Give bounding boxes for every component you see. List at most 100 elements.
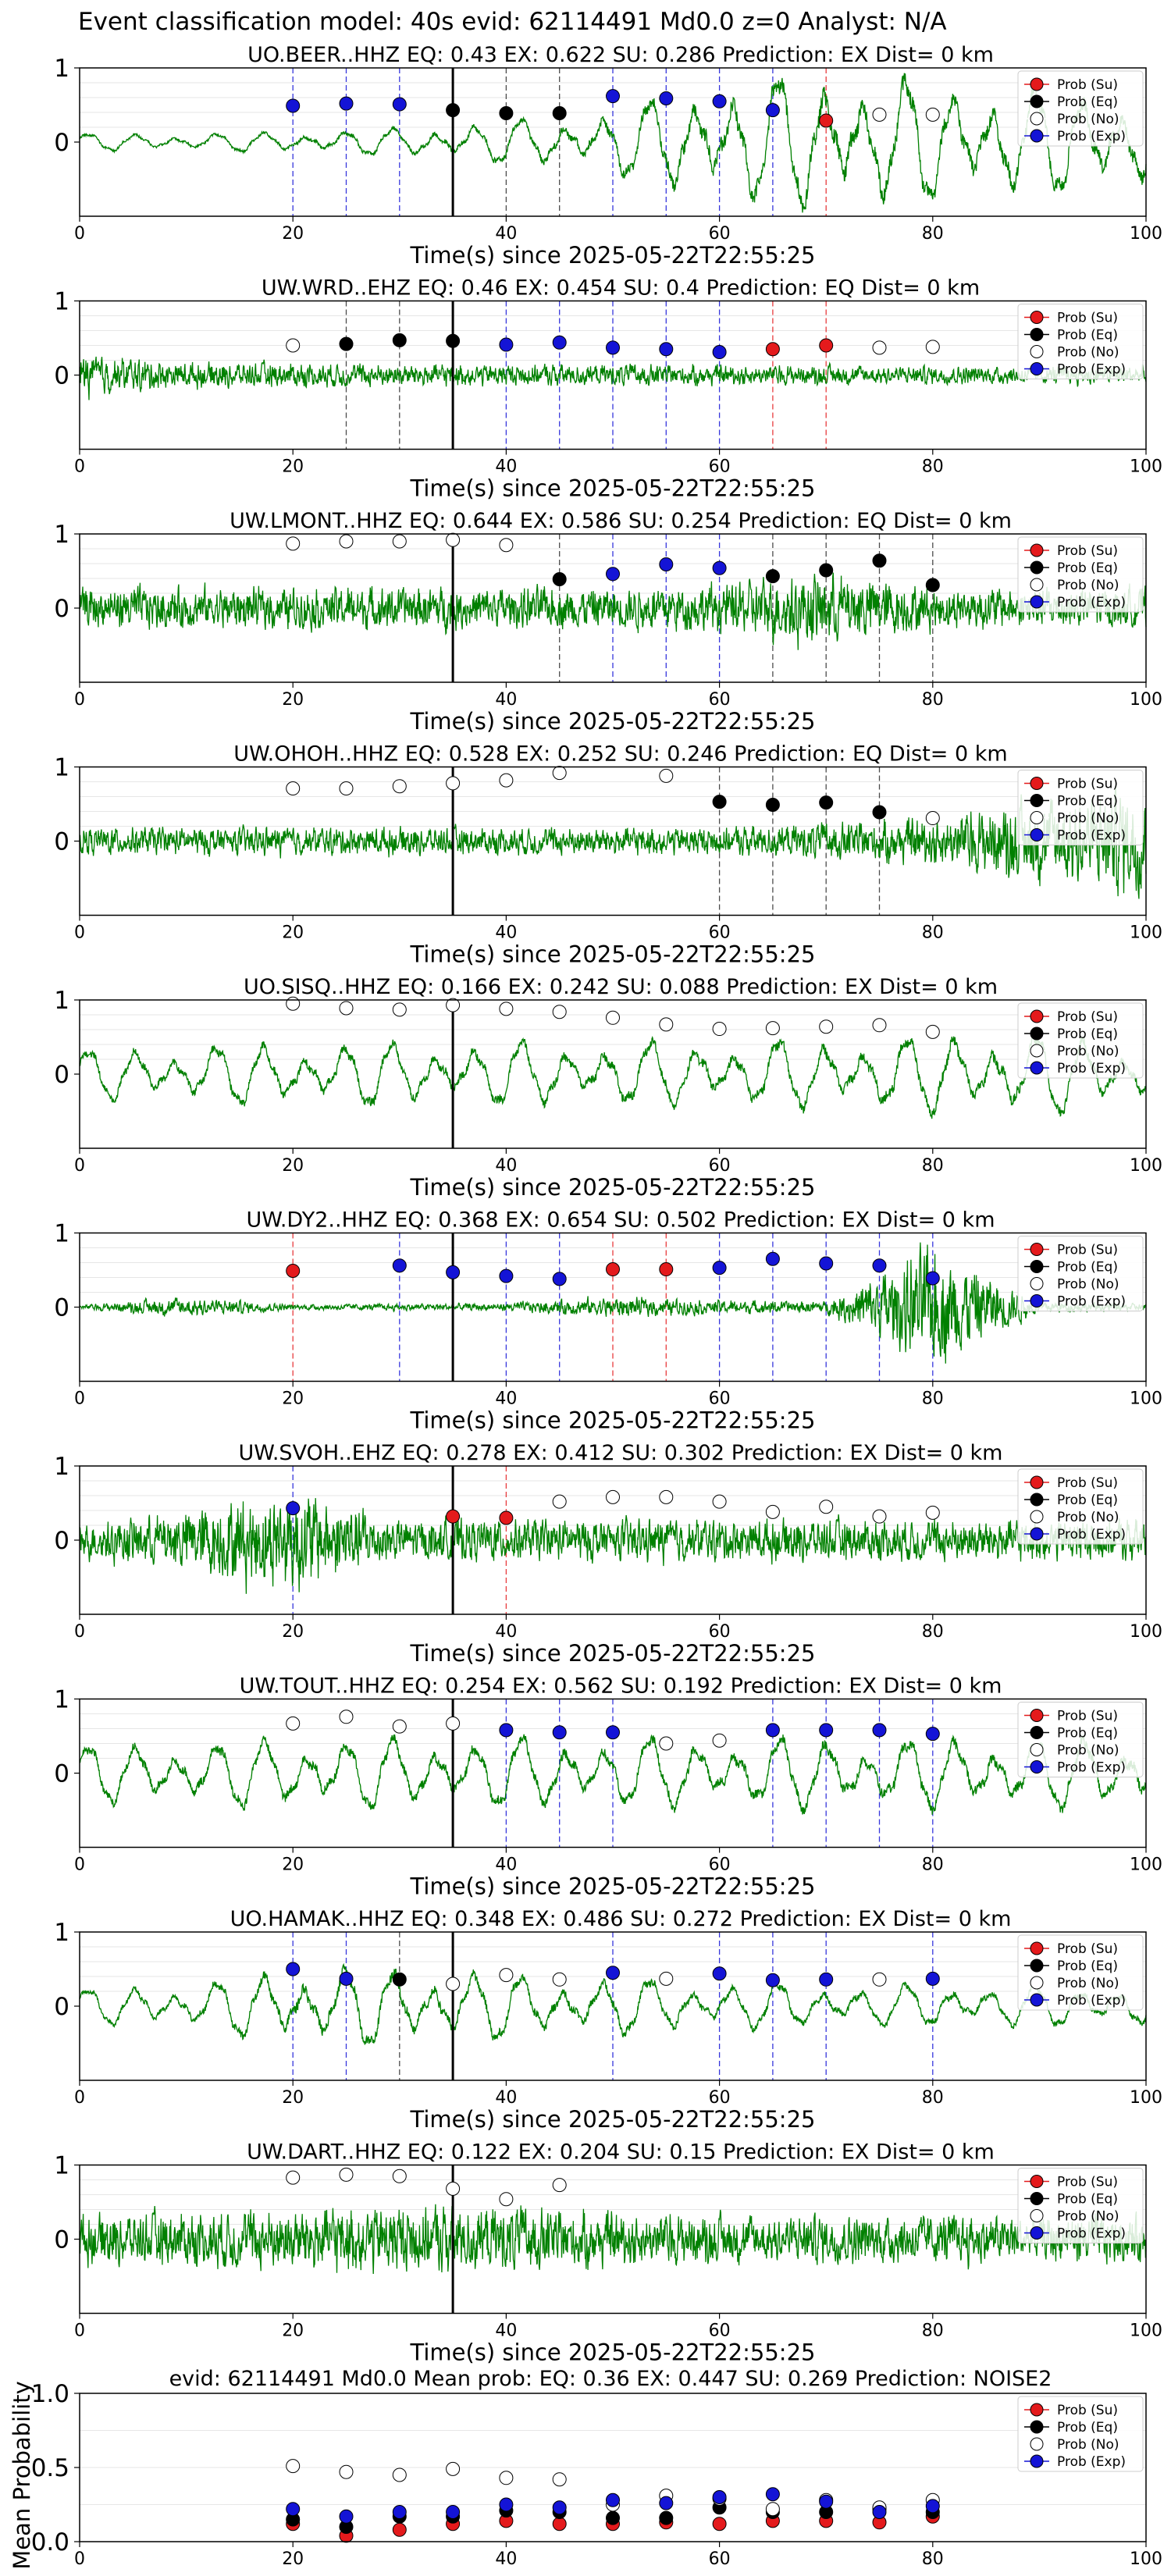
prob-point-no (339, 1710, 354, 1724)
waveform-trace (79, 1498, 1147, 1594)
legend-label-su: Prob (Su) (1057, 311, 1118, 326)
x-tick-label: 60 (709, 1389, 731, 1409)
legend-label-eq: Prob (Eq) (1057, 328, 1118, 343)
x-tick-label: 60 (709, 2088, 731, 2108)
x-tick-label: 60 (709, 1622, 731, 1642)
legend-marker-no (1030, 2437, 1044, 2451)
x-tick-label: 80 (922, 1856, 944, 1875)
prob-point-no (499, 2192, 514, 2207)
x-tick-label: 100 (1130, 2549, 1162, 2569)
prob-point-no (606, 1010, 620, 1025)
station-panel: UW.SVOH..EHZ EQ: 0.278 EX: 0.412 SU: 0.3… (54, 1441, 1162, 1667)
legend-marker-eq (1030, 1026, 1044, 1041)
prob-point-no (659, 1017, 674, 1032)
legend-marker-su (1030, 2403, 1044, 2417)
legend-marker-no (1030, 2209, 1044, 2222)
prob-point-no (819, 1019, 834, 1034)
y-tick-label: 0 (54, 1527, 69, 1555)
x-tick-label: 100 (1130, 690, 1162, 710)
legend-entry-eq: Prob (Eq) (1024, 2420, 1118, 2435)
legend-label-exp: Prob (Exp) (1057, 1760, 1126, 1776)
y-tick-label: 1 (54, 55, 69, 83)
legend-entry-eq: Prob (Eq) (1024, 2192, 1118, 2208)
legend: Prob (Su)Prob (Eq)Prob (No)Prob (Exp) (1017, 2168, 1144, 2243)
prob-point-exp (392, 1258, 407, 1273)
legend-frame (1017, 1002, 1144, 1079)
prob-point-su (499, 1510, 514, 1525)
prob-point-exp (872, 1258, 887, 1273)
prob-point-su (446, 1509, 461, 1524)
panel-title: UW.TOUT..HHZ EQ: 0.254 EX: 0.562 SU: 0.1… (240, 1674, 1002, 1699)
mean-point-eq (659, 2510, 674, 2525)
legend: Prob (Su)Prob (Eq)Prob (No)Prob (Exp) (1017, 2396, 1144, 2472)
prob-point-no (286, 2170, 301, 2185)
mean-probability-panel: evid: 62114491 Md0.0 Mean prob: EQ: 0.36… (9, 2367, 1162, 2570)
legend-marker-su (1030, 1009, 1044, 1023)
prob-point-no (925, 811, 940, 826)
mean-point-no (765, 2502, 780, 2517)
prob-point-exp (286, 1962, 301, 1976)
prob-point-exp (712, 1966, 727, 1981)
legend-entry-exp: Prob (Exp) (1024, 1527, 1126, 1542)
legend-label-exp: Prob (Exp) (1057, 2226, 1126, 2242)
x-tick-label: 80 (922, 1622, 944, 1642)
x-axis-label: Time(s) since 2025-05-22T22:55:25 (410, 941, 816, 968)
prob-point-exp (286, 98, 301, 113)
y-axis-label: Mean Probability (9, 2381, 35, 2570)
prob-point-no (765, 1021, 780, 1036)
waveform-trace (79, 1962, 1147, 2045)
prob-point-no (446, 532, 461, 547)
legend-entry-eq: Prob (Eq) (1024, 328, 1118, 343)
prob-point-no (392, 779, 407, 794)
prob-point-exp (659, 91, 674, 105)
waveform-trace (79, 1734, 1147, 1815)
prob-point-no (552, 766, 567, 781)
y-tick-label: 1 (54, 521, 69, 549)
y-tick-label: 0 (54, 1993, 69, 2021)
panel-title: UO.HAMAK..HHZ EQ: 0.348 EX: 0.486 SU: 0.… (230, 1907, 1012, 1931)
x-tick-label: 80 (922, 1389, 944, 1409)
prob-point-exp (872, 1723, 887, 1738)
prob-point-no (499, 1968, 514, 1983)
legend-frame (1017, 1702, 1144, 1777)
prob-point-eq (552, 105, 567, 120)
x-axis-label: Time(s) since 2025-05-22T22:55:25 (410, 708, 816, 735)
legend-marker-exp (1030, 129, 1044, 143)
x-tick-label: 40 (495, 224, 517, 244)
prob-point-exp (606, 1725, 620, 1740)
y-tick-label: 1 (54, 1919, 69, 1947)
legend-entry-exp: Prob (Exp) (1024, 129, 1126, 144)
x-tick-label: 20 (282, 2088, 304, 2108)
legend-label-exp: Prob (Exp) (1057, 1061, 1126, 1076)
legend-entry-su: Prob (Su) (1024, 311, 1118, 326)
legend-label-su: Prob (Su) (1057, 2175, 1118, 2190)
prob-point-su (286, 1263, 301, 1278)
mean-point-exp (819, 2494, 834, 2509)
legend-marker-no (1030, 112, 1044, 126)
prob-point-exp (765, 1251, 780, 1266)
x-tick-label: 100 (1130, 224, 1162, 244)
legend-marker-no (1030, 1277, 1044, 1290)
mean-point-no (286, 2459, 301, 2474)
legend-entry-no: Prob (No) (1024, 811, 1119, 827)
prob-point-no (925, 1505, 940, 1520)
x-tick-label: 60 (709, 2549, 731, 2569)
prob-point-exp (819, 1256, 834, 1271)
x-tick-label: 40 (495, 2549, 517, 2569)
legend-label-eq: Prob (Eq) (1057, 2420, 1118, 2435)
prob-point-no (446, 1716, 461, 1731)
mean-point-no (499, 2471, 514, 2485)
y-tick-label: 0 (54, 2226, 69, 2254)
prob-point-no (819, 1500, 834, 1514)
prob-point-no (499, 1002, 514, 1016)
legend-label-eq: Prob (Eq) (1057, 1726, 1118, 1742)
legend-marker-su (1030, 1709, 1044, 1722)
legend-entry-su: Prob (Su) (1024, 777, 1118, 792)
legend-entry-exp: Prob (Exp) (1024, 2454, 1126, 2470)
prob-point-exp (659, 557, 674, 571)
prob-point-no (925, 107, 940, 122)
station-panel: UO.SISQ..HHZ EQ: 0.166 EX: 0.242 SU: 0.0… (54, 975, 1162, 1201)
x-tick-label: 20 (282, 690, 304, 710)
prob-point-no (872, 107, 887, 122)
prob-point-exp (765, 1973, 780, 1987)
